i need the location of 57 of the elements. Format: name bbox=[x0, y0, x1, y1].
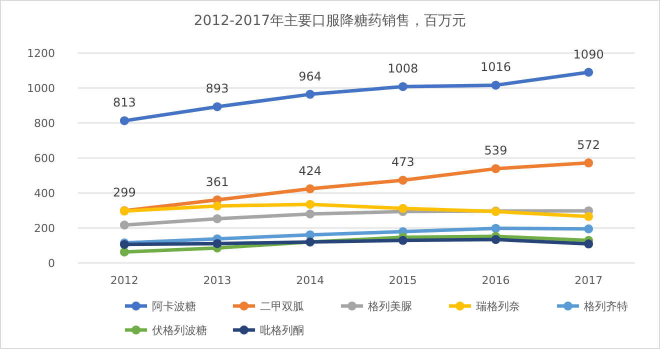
data-label: 893 bbox=[206, 82, 229, 96]
point bbox=[120, 220, 129, 230]
x-tick-label: 2013 bbox=[203, 274, 232, 287]
point bbox=[306, 184, 315, 194]
data-label: 361 bbox=[206, 174, 229, 189]
point bbox=[491, 80, 500, 90]
x-tick-label: 2014 bbox=[296, 274, 324, 287]
point bbox=[398, 82, 408, 92]
point bbox=[398, 204, 408, 213]
legend-label: 二甲双胍 bbox=[260, 300, 304, 313]
point bbox=[306, 200, 315, 209]
point bbox=[212, 239, 222, 248]
x-tick-label: 2017 bbox=[574, 274, 603, 287]
x-tick-label: 2015 bbox=[388, 274, 417, 287]
legend-label: 格列齐特 bbox=[583, 300, 628, 313]
point bbox=[584, 68, 594, 77]
point bbox=[584, 239, 594, 248]
data-label: 964 bbox=[298, 69, 322, 84]
data-label: 1008 bbox=[388, 62, 418, 76]
x-tick-label: 2012 bbox=[110, 274, 138, 287]
y-tick-label: 0 bbox=[48, 257, 55, 270]
y-tick-label: 400 bbox=[34, 187, 55, 200]
y-tick-label: 1000 bbox=[27, 82, 55, 95]
legend-label: 吡格列酮 bbox=[260, 324, 304, 337]
data-label: 424 bbox=[298, 164, 322, 178]
legend-label: 格列美脲 bbox=[367, 300, 412, 313]
point bbox=[584, 158, 594, 168]
y-tick-label: 200 bbox=[34, 222, 55, 235]
point bbox=[306, 90, 315, 99]
y-tick-label: 1200 bbox=[27, 47, 55, 60]
data-label: 539 bbox=[484, 144, 508, 158]
point bbox=[491, 164, 500, 174]
point bbox=[306, 210, 315, 218]
point bbox=[398, 176, 408, 185]
data-label: 1090 bbox=[573, 47, 604, 62]
data-label: 473 bbox=[391, 155, 414, 170]
point bbox=[584, 212, 594, 221]
legend-label: 瑞格列奈 bbox=[476, 300, 520, 313]
point bbox=[491, 224, 500, 233]
x-tick-label: 2016 bbox=[482, 274, 510, 287]
point bbox=[120, 247, 129, 256]
legend-label: 伏格列波糖 bbox=[152, 324, 207, 337]
y-tick-label: 600 bbox=[34, 152, 55, 165]
y-tick-label: 800 bbox=[34, 117, 55, 130]
data-label: 813 bbox=[112, 96, 136, 110]
point bbox=[398, 236, 408, 245]
point bbox=[212, 214, 222, 224]
point bbox=[491, 235, 500, 244]
data-label: 1016 bbox=[480, 60, 512, 74]
point bbox=[584, 224, 594, 234]
data-label: 572 bbox=[577, 138, 600, 152]
data-label: 299 bbox=[112, 186, 136, 200]
chart-title: 2012-2017年主要口服降糖药销售，百万元 bbox=[194, 13, 466, 29]
legend-label: 阿卡波糖 bbox=[152, 300, 196, 313]
point bbox=[120, 116, 129, 126]
point bbox=[212, 102, 222, 112]
point bbox=[212, 201, 222, 210]
